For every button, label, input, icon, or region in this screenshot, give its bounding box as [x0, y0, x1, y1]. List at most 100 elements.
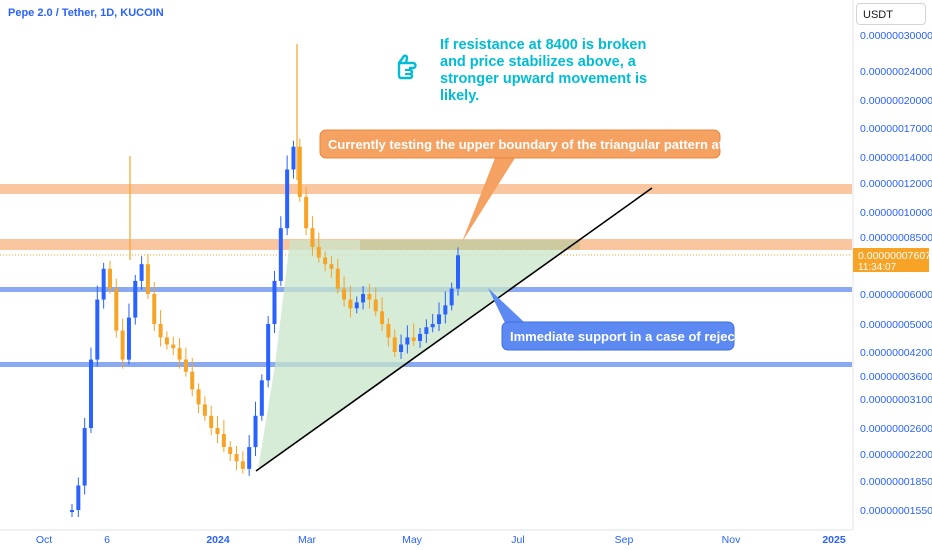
candle-body [367, 294, 372, 300]
price-tick-label: 0.00000004200 [860, 347, 932, 359]
candles [70, 44, 460, 517]
candle-body [202, 404, 207, 416]
candle-body [139, 264, 144, 281]
candle-body [221, 434, 226, 448]
candle-body [126, 317, 131, 360]
price-tick-label: 0.00000024000 [860, 66, 932, 78]
candle-body [272, 280, 277, 324]
time-tick-label: Sep [615, 534, 634, 546]
time-tick-label: May [402, 534, 423, 546]
candle-body [449, 288, 454, 306]
candle-body [76, 485, 81, 510]
price-tick-label: 0.00000012000 [860, 178, 932, 190]
candle-body [297, 146, 302, 197]
candle-body [386, 324, 391, 338]
time-tick-label: 2025 [822, 534, 846, 546]
price-tick-label: 0.00000002200 [860, 449, 932, 461]
candle-body [456, 255, 460, 289]
candle-body [95, 299, 100, 360]
candle-body [304, 196, 309, 229]
resistance-zone-upper [0, 184, 852, 194]
candle-body [418, 333, 423, 341]
candle-body [133, 280, 138, 318]
countdown-label: 11:34:07 [858, 262, 897, 273]
candle-body [247, 447, 252, 469]
candle-body [171, 344, 176, 349]
candle-body [240, 461, 245, 469]
candle-body [190, 371, 195, 390]
symbol-title[interactable]: Pepe 2.0 / Tether, 1D, KUCOIN [8, 7, 164, 19]
price-tick-label: 0.00000020000 [860, 95, 932, 107]
price-tick-label: 0.00000008500 [860, 232, 932, 244]
current-price-label: 0.00000007607 [858, 250, 931, 262]
price-tick-label: 0.00000001550 [860, 505, 932, 517]
price-axis[interactable]: 0.00000030000 0.00000024000 0.00000020000 0… [852, 0, 932, 530]
time-tick-label: Jul [511, 534, 524, 546]
candle-body [183, 359, 188, 372]
candle-body [354, 302, 359, 309]
trendline[interactable] [255, 187, 653, 472]
candle-body [158, 324, 163, 338]
candle-body [329, 264, 334, 269]
candle-body [424, 327, 429, 334]
candle-body [164, 337, 169, 345]
candle-body [107, 268, 112, 289]
candle-body [323, 257, 328, 265]
candle-body [348, 299, 353, 309]
note-text: If resistance at 8400 is broken and pric… [440, 37, 648, 104]
candle-body [120, 330, 125, 360]
candle-body [266, 324, 271, 381]
candle-body [114, 288, 119, 331]
candle-body [285, 169, 290, 229]
time-tick-label: 2024 [206, 534, 230, 546]
candle-body [373, 299, 378, 312]
callout-resistance-pointer [462, 158, 515, 242]
candle-body [70, 510, 74, 512]
candle-body [335, 268, 340, 289]
price-tick-label: 0.00000003100 [860, 394, 932, 406]
candle-body [152, 294, 157, 324]
price-tick-label: 0.00000017000 [860, 123, 932, 135]
candle-body [361, 294, 366, 303]
price-tick-label: 0.00000001850 [860, 476, 932, 488]
candle-body [209, 415, 214, 428]
price-tick-label: 0.00000010000 [860, 207, 932, 219]
candle-body [405, 337, 410, 345]
candle-body [101, 268, 106, 300]
candle-body [234, 454, 239, 462]
currency-selector[interactable]: USDT [856, 3, 926, 25]
current-price-badge [853, 248, 929, 272]
candle-body [228, 447, 233, 454]
candle-body [310, 228, 315, 247]
time-tick-label: Mar [298, 534, 317, 546]
callout-resistance-box [319, 129, 721, 159]
time-axis[interactable]: Oct 6 2024 Mar May Jul Sep Nov 2025 [0, 529, 852, 546]
candle-body [399, 344, 404, 352]
candle-body [215, 428, 220, 435]
candle-body [411, 337, 416, 341]
ascending-trendline [255, 187, 653, 472]
callout-support-pointer [488, 288, 525, 323]
candle-body [88, 359, 93, 428]
callout-support-box [501, 321, 735, 351]
time-tick-label: Nov [722, 534, 741, 546]
price-tick-label: 0.00000030000 [860, 30, 932, 42]
candle-body [342, 288, 347, 300]
candle-body [443, 305, 448, 315]
candle-body [430, 324, 435, 328]
time-tick-label: Oct [36, 534, 52, 546]
callouts: Currently testing the upper boundary of … [319, 129, 759, 351]
candle-body [259, 380, 264, 416]
price-tick-label: 0.00000014000 [860, 152, 932, 164]
candle-body [380, 311, 385, 324]
candle-body [278, 228, 283, 281]
triangle-resistance-overlap [360, 240, 580, 250]
candle-body [316, 246, 321, 258]
price-tick-label: 0.00000006000 [860, 289, 932, 301]
callout-support-text: Immediate support in a case of rejection [510, 329, 759, 344]
candle-body [145, 264, 150, 294]
support-zone-lower [0, 362, 852, 367]
candle-body [82, 428, 87, 486]
price-tick-label: 0.00000002600 [860, 423, 932, 435]
